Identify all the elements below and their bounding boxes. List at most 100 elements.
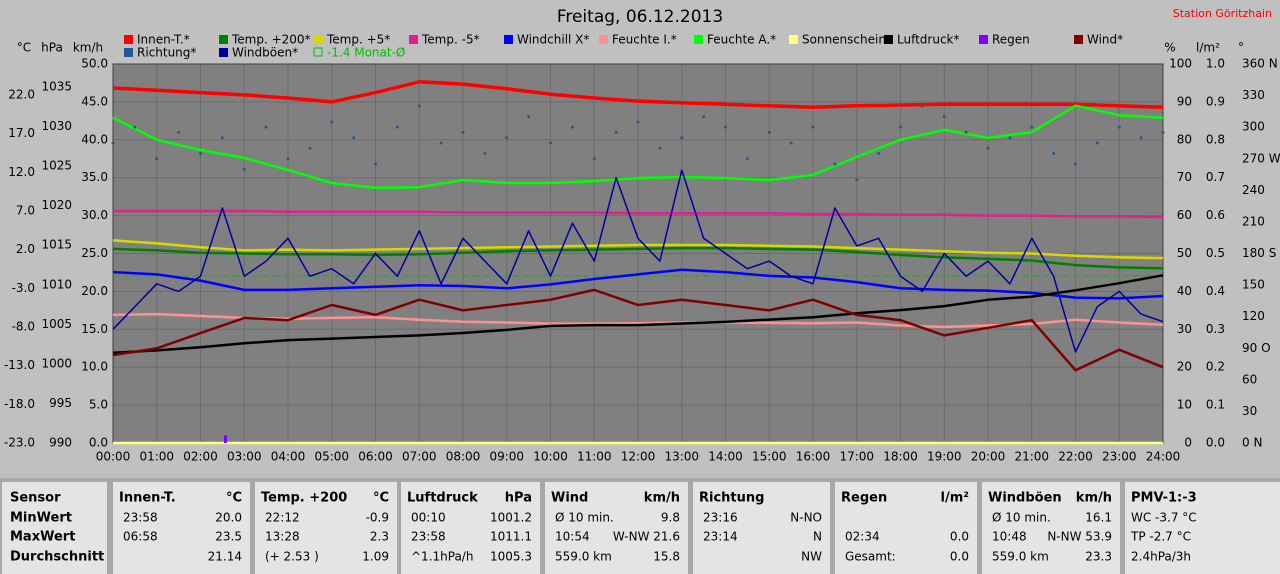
direction-dot <box>964 130 968 134</box>
row-label: Sensor <box>10 491 61 506</box>
series-line <box>112 312 1164 329</box>
cell: 2.4hPa/3h <box>1131 550 1191 564</box>
table-panel <box>693 482 830 574</box>
x-tick-label: 17:00 <box>839 450 874 464</box>
legend-swatch <box>124 48 133 57</box>
cell: 0.0 <box>950 530 969 544</box>
column-unit: km/h <box>644 491 680 506</box>
y-tick-label: 270 W <box>1242 151 1280 165</box>
x-tick-label: 23:00 <box>1102 450 1137 464</box>
y-tick-label: 0 <box>1184 436 1192 450</box>
legend-swatch <box>124 35 133 44</box>
direction-dot <box>789 141 793 145</box>
legend-swatch <box>599 35 608 44</box>
y-tick-label: 20 <box>1177 360 1192 374</box>
column-unit: hPa <box>505 491 532 506</box>
cell: 0.0 <box>950 550 969 564</box>
cell: 20.0 <box>215 511 242 525</box>
x-tick-label: 07:00 <box>402 450 437 464</box>
series-line <box>112 246 1164 270</box>
x-tick-label: 15:00 <box>752 450 787 464</box>
column-header: Regen <box>841 491 887 506</box>
y-tick-label: 1030 <box>41 119 72 133</box>
y-tick-label: 210 <box>1242 214 1265 228</box>
table-panel <box>835 482 977 574</box>
x-tick-label: 13:00 <box>664 450 699 464</box>
series-line <box>112 80 1164 110</box>
series-line <box>112 274 1164 355</box>
cell: N <box>813 530 822 544</box>
legend-swatch <box>219 48 228 57</box>
y-tick-label: 1005 <box>41 317 72 331</box>
y-tick-label: 40.0 <box>81 132 108 146</box>
y-tick-label: 80 <box>1177 132 1192 146</box>
direction-dot <box>1074 162 1077 166</box>
legend-swatch <box>219 35 228 44</box>
legend-label: Temp. +5* <box>326 33 390 47</box>
series-line <box>113 209 1164 219</box>
cell: 23:16 <box>703 511 738 525</box>
y-tick-label: 0.3 <box>1206 322 1225 336</box>
cell: 16.1 <box>1085 511 1112 525</box>
x-tick-label: 20:00 <box>971 450 1006 464</box>
cell: 23.3 <box>1085 550 1112 564</box>
legend-label: Feuchte A.* <box>707 33 776 47</box>
y-tick-label: 240 <box>1242 183 1265 197</box>
y-tick-label: 22.0 <box>8 87 35 101</box>
cell: 10:48 <box>992 530 1027 544</box>
table-panel <box>401 482 540 574</box>
table-panel <box>545 482 688 574</box>
y-tick-label: 50.0 <box>81 57 108 71</box>
table-panel <box>1125 482 1280 574</box>
y-tick-label: 35.0 <box>81 170 108 184</box>
direction-dot <box>1117 125 1121 129</box>
rain-bar <box>223 435 227 443</box>
direction-dot <box>483 151 487 155</box>
direction-dot <box>1139 136 1143 140</box>
row-label: Durchschnitt <box>10 550 104 565</box>
cell: -0.9 <box>366 511 389 525</box>
y-tick-label: 0.9 <box>1206 94 1225 108</box>
legend-label: Feuchte I.* <box>612 33 677 47</box>
y-tick-label: 0.0 <box>89 436 108 450</box>
cell: W-NW 21.6 <box>613 530 680 544</box>
direction-dot <box>308 146 312 150</box>
column-header: Richtung <box>699 491 764 506</box>
direction-dot <box>461 130 465 134</box>
y-tick-label: 10 <box>1177 398 1192 412</box>
table-panel <box>255 482 397 574</box>
station-label: Station Göritzhain <box>1173 7 1272 20</box>
legend-label: Richtung* <box>137 46 196 60</box>
cell: 00:10 <box>411 511 446 525</box>
cell: 559.0 km <box>992 550 1049 564</box>
direction-dot <box>899 125 902 129</box>
legend-label: Sonnenschein <box>802 33 886 47</box>
table-panel <box>2 482 107 574</box>
cell: N-NW 53.9 <box>1047 530 1112 544</box>
y-tick-label: 2.0 <box>16 242 35 256</box>
cell: 1005.3 <box>490 550 532 564</box>
y-tick-label: 70 <box>1177 170 1192 184</box>
x-tick-label: 11:00 <box>577 450 612 464</box>
y-tick-label: 100 <box>1169 57 1192 71</box>
y-tick-label: 7.0 <box>16 203 35 217</box>
legend-swatch <box>884 35 893 44</box>
series-line <box>112 288 1164 372</box>
x-tick-label: 19:00 <box>927 450 962 464</box>
y-tick-label: 360 N <box>1242 57 1278 71</box>
x-tick-label: 16:00 <box>796 450 831 464</box>
y-tick-label: 60 <box>1177 208 1192 222</box>
direction-dot <box>811 125 815 129</box>
direction-dot <box>745 157 749 161</box>
y-tick-label: -3.0 <box>12 281 35 295</box>
legend-label: Windböen* <box>232 46 298 60</box>
y-tick-label: 1015 <box>41 238 72 252</box>
y-tick-label: 0.7 <box>1206 170 1225 184</box>
x-tick-label: 04:00 <box>271 450 306 464</box>
cell: 10:54 <box>555 530 590 544</box>
legend-swatch <box>409 35 418 44</box>
y-tick-label: 0.2 <box>1206 360 1225 374</box>
y-tick-label: 12.0 <box>8 165 35 179</box>
